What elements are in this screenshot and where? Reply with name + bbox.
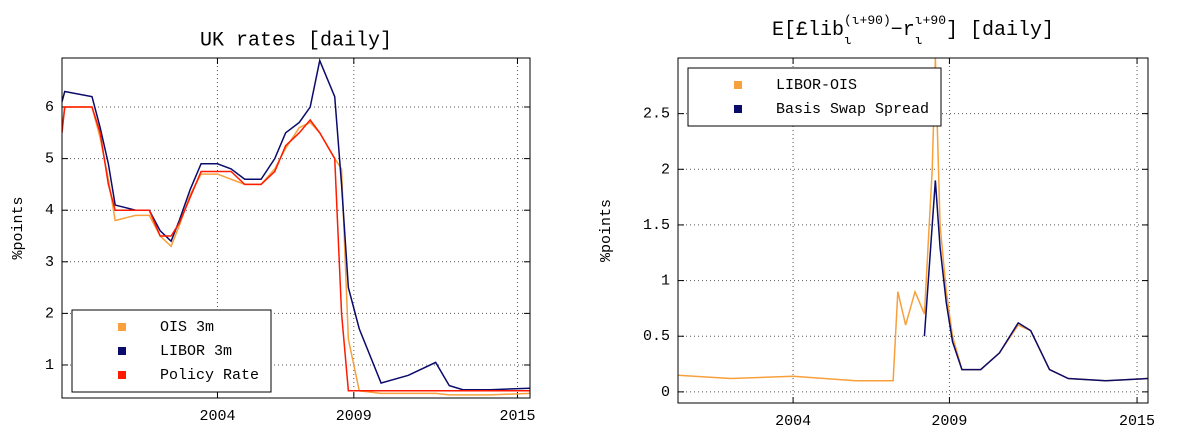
y-tick-label: 6 xyxy=(45,99,54,116)
plot-frame xyxy=(677,57,1149,404)
series-line xyxy=(62,106,530,392)
legend-label: OIS 3m xyxy=(160,319,214,336)
y-tick-label: 5 xyxy=(45,151,54,168)
legend-marker xyxy=(734,105,742,113)
series-line xyxy=(62,58,530,391)
legend-label: LIBOR 3m xyxy=(160,343,232,360)
legend-marker xyxy=(118,347,126,355)
title-part: E[£lib xyxy=(772,19,844,42)
plot-lines xyxy=(678,58,1148,382)
title-part: −r xyxy=(891,19,915,42)
title-part: ι+90 xyxy=(915,13,946,28)
x-tick-label: 2009 xyxy=(931,413,967,430)
y-tick-label: 3 xyxy=(45,254,54,271)
title-part: ι xyxy=(915,33,923,48)
chart-title: UK rates [daily] xyxy=(200,29,392,52)
y-tick-label: 1 xyxy=(45,357,54,374)
plot-lines xyxy=(62,58,530,396)
legend-box xyxy=(71,309,272,393)
y-tick-label: 0.5 xyxy=(643,328,670,345)
legend-marker xyxy=(118,371,126,379)
legend-marker xyxy=(734,81,742,89)
chart-panel: E[£lib(ι+90) ι −rι+90 ι] [daily]%points00.5… xyxy=(598,13,1155,430)
x-tick-label: 2004 xyxy=(775,413,811,430)
y-tick-label: 4 xyxy=(45,202,54,219)
y-tick-label: 1 xyxy=(661,273,670,290)
title-part: (ι+90) xyxy=(844,13,891,28)
y-tick-label: 1.5 xyxy=(643,217,670,234)
legend-marker xyxy=(118,323,126,331)
series-line xyxy=(923,180,1148,382)
title-part: ι xyxy=(844,33,852,48)
legend-label: Policy Rate xyxy=(160,367,259,384)
y-tick-label: 2 xyxy=(45,305,54,322)
x-tick-label: 2009 xyxy=(336,408,372,425)
title-part: ] [daily] xyxy=(946,19,1054,42)
chart-title: E[£lib(ι+90) ι −rι+90 ι] [daily] xyxy=(772,13,1054,48)
x-tick-label: 2015 xyxy=(499,408,535,425)
x-tick-label: 2004 xyxy=(199,408,235,425)
x-tick-label: 2015 xyxy=(1119,413,1155,430)
y-tick-label: 2.5 xyxy=(643,106,670,123)
y-tick-label: 2 xyxy=(661,161,670,178)
y-axis-label: %points xyxy=(598,199,615,262)
plot-frame xyxy=(61,57,531,399)
legend-label: Basis Swap Spread xyxy=(776,101,929,118)
legend-label: LIBOR-OIS xyxy=(776,77,857,94)
y-axis-label: %points xyxy=(10,196,27,259)
legend-box xyxy=(687,67,942,127)
chart-panel: UK rates [daily] %points 1 2 3 4 5 6 2004 2009 201… xyxy=(10,29,535,425)
y-tick-label: 0 xyxy=(661,384,670,401)
